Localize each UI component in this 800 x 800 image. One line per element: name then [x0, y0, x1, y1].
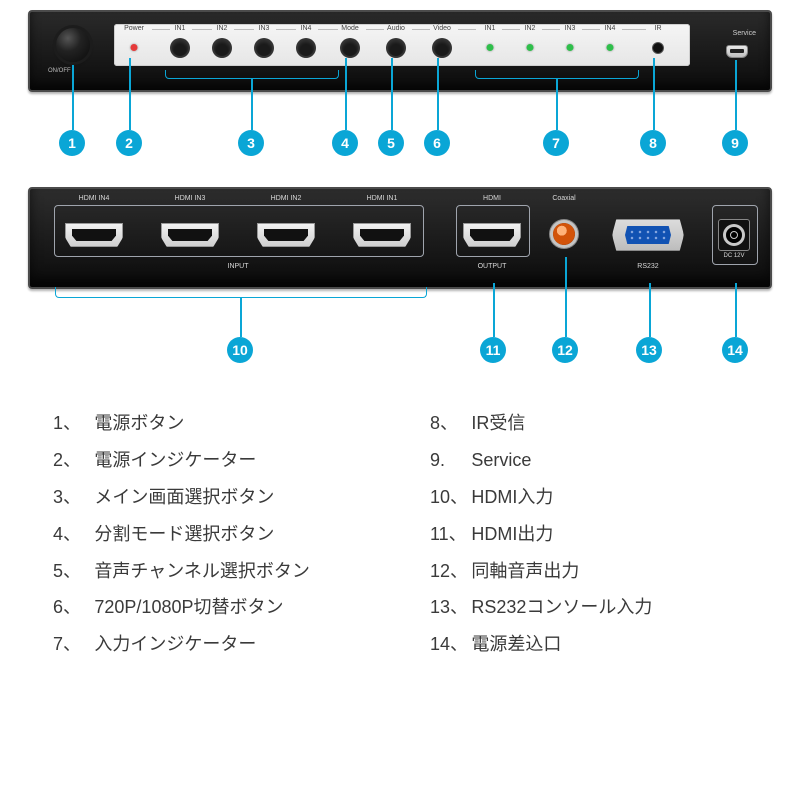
- legend-text: 電源インジケーター: [94, 442, 256, 479]
- callout-2: 2: [116, 130, 142, 156]
- callout-11: 11: [480, 337, 506, 363]
- hdmi-in3-port-icon: [161, 223, 219, 247]
- front-btn-mode: [342, 40, 358, 56]
- legend-row: 4、分割モード選択ボタン: [53, 516, 370, 553]
- callout-13: 13: [636, 337, 662, 363]
- rear-lbl-in1: HDMI IN1: [367, 195, 398, 202]
- plate-lbl-power: Power: [124, 25, 144, 32]
- legend-col-left: 1、電源ボタン 2、電源インジケーター 3、メイン画面選択ボタン 4、分割モード…: [53, 405, 370, 663]
- legend-col-right: 8、IR受信 9.Service 10、HDMI入力 11、HDMI出力 12、…: [430, 405, 747, 663]
- callout-14: 14: [722, 337, 748, 363]
- hdmi-in2-port-icon: [257, 223, 315, 247]
- device-rear: HDMI IN4 HDMI IN3 HDMI IN2 HDMI IN1 INPU…: [28, 187, 772, 289]
- legend-row: 7、入力インジケーター: [53, 626, 370, 663]
- callout-9: 9: [722, 130, 748, 156]
- rear-panel-diagram: HDMI IN4 HDMI IN3 HDMI IN2 HDMI IN1 INPU…: [25, 187, 775, 387]
- power-led-icon: [131, 44, 138, 51]
- callout-12: 12: [552, 337, 578, 363]
- legend-row: 2、電源インジケーター: [53, 442, 370, 479]
- legend-text: 分割モード選択ボタン: [94, 516, 274, 553]
- rear-lbl-dc: DC 12V: [723, 253, 744, 259]
- legend-row: 9.Service: [430, 442, 747, 479]
- legend-text: メイン画面選択ボタン: [94, 479, 274, 516]
- rear-lbl-coax: Coaxial: [552, 195, 575, 202]
- front-btn-in3: [256, 40, 272, 56]
- callout-3: 3: [238, 130, 264, 156]
- legend-text: IR受信: [471, 405, 525, 442]
- legend-row: 11、HDMI出力: [430, 516, 747, 553]
- legend-row: 10、HDMI入力: [430, 479, 747, 516]
- legend-row: 3、メイン画面選択ボタン: [53, 479, 370, 516]
- legend-text: Service: [471, 442, 531, 479]
- plate-lbl-in4b: IN4: [605, 25, 616, 32]
- front-btn-audio: [388, 40, 404, 56]
- callout-4: 4: [332, 130, 358, 156]
- rear-lbl-in3: HDMI IN3: [175, 195, 206, 202]
- in4-led-icon: [607, 44, 614, 51]
- coax-port-icon: [553, 223, 575, 245]
- legend-text: 入力インジケーター: [94, 626, 256, 663]
- front-btn-video: [434, 40, 450, 56]
- plate-lbl-audio: Audio: [387, 25, 405, 32]
- plate-lbl-in2b: IN2: [525, 25, 536, 32]
- legend-text: RS232コンソール入力: [471, 589, 652, 626]
- callout-10: 10: [227, 337, 253, 363]
- legend-text: 電源差込口: [471, 626, 561, 663]
- hdmi-in4-port-icon: [65, 223, 123, 247]
- legend-row: 8、IR受信: [430, 405, 747, 442]
- legend-row: 1、電源ボタン: [53, 405, 370, 442]
- hdmi-out-port-icon: [463, 223, 521, 247]
- plate-lbl-in3a: IN3: [259, 25, 270, 32]
- legend-text: HDMI出力: [471, 516, 553, 553]
- legend-row: 5、音声チャンネル選択ボタン: [53, 553, 370, 590]
- ir-receiver-icon: [652, 42, 664, 54]
- plate-lbl-in3b: IN3: [565, 25, 576, 32]
- front-plate: Power IN1 IN2 IN3 IN4 Mode Audio Video I…: [114, 24, 690, 66]
- legend-row: 13、RS232コンソール入力: [430, 589, 747, 626]
- rear-lbl-out: HDMI: [483, 195, 501, 202]
- legend-text: 電源ボタン: [94, 405, 184, 442]
- front-btn-in1: [172, 40, 188, 56]
- rear-lbl-input: INPUT: [228, 263, 249, 270]
- plate-lbl-ir: IR: [655, 25, 662, 32]
- callout-7: 7: [543, 130, 569, 156]
- callout-6: 6: [424, 130, 450, 156]
- callout-1: 1: [59, 130, 85, 156]
- service-label: Service: [733, 30, 756, 37]
- rear-lbl-rs232: RS232: [637, 263, 658, 270]
- rear-lbl-output: OUTPUT: [478, 263, 507, 270]
- callout-8: 8: [640, 130, 666, 156]
- rear-lbl-in4: HDMI IN4: [79, 195, 110, 202]
- plate-lbl-in1a: IN1: [175, 25, 186, 32]
- front-panel-diagram: ON/OFF Power IN1 IN2 IN3 IN4 Mode Audio …: [25, 10, 775, 175]
- in2-led-icon: [527, 44, 534, 51]
- in1-led-icon: [487, 44, 494, 51]
- plate-lbl-in2a: IN2: [217, 25, 228, 32]
- plate-lbl-in1b: IN1: [485, 25, 496, 32]
- legend-row: 14、電源差込口: [430, 626, 747, 663]
- legend-text: 720P/1080P切替ボタン: [94, 589, 283, 626]
- legend-text: HDMI入力: [471, 479, 553, 516]
- power-knob: [56, 28, 90, 62]
- legend-row: 12、同軸音声出力: [430, 553, 747, 590]
- device-front: ON/OFF Power IN1 IN2 IN3 IN4 Mode Audio …: [28, 10, 772, 92]
- legend-text: 同軸音声出力: [471, 553, 579, 590]
- rs232-port-icon: [612, 219, 684, 251]
- callout-5: 5: [378, 130, 404, 156]
- in3-led-icon: [567, 44, 574, 51]
- plate-lbl-mode: Mode: [341, 25, 359, 32]
- front-btn-in2: [214, 40, 230, 56]
- plate-lbl-in4a: IN4: [301, 25, 312, 32]
- service-port-icon: [726, 45, 748, 58]
- power-sub-label: ON/OFF: [48, 68, 71, 74]
- dc-jack-icon: [718, 219, 750, 251]
- plate-lbl-video: Video: [433, 25, 451, 32]
- legend-row: 6、720P/1080P切替ボタン: [53, 589, 370, 626]
- hdmi-in1-port-icon: [353, 223, 411, 247]
- legend: 1、電源ボタン 2、電源インジケーター 3、メイン画面選択ボタン 4、分割モード…: [25, 405, 775, 663]
- legend-text: 音声チャンネル選択ボタン: [94, 553, 309, 590]
- front-btn-in4: [298, 40, 314, 56]
- rear-lbl-in2: HDMI IN2: [271, 195, 302, 202]
